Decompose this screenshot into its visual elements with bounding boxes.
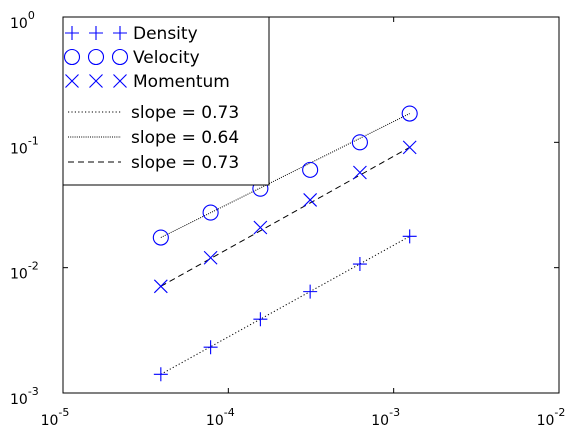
point-velocity-2 bbox=[202, 204, 219, 221]
legend-marker-velocity-1 bbox=[63, 48, 81, 66]
y-tick-label-1: 10-3 bbox=[10, 385, 39, 408]
legend-label-velocity: Velocity bbox=[133, 48, 200, 68]
y-tick-label-4: 100 bbox=[10, 9, 35, 32]
fit-lines bbox=[160, 113, 410, 375]
point-momentum-5 bbox=[353, 165, 367, 180]
legend-marker-velocity-3 bbox=[111, 48, 129, 66]
legend-label-momentum: Momentum bbox=[133, 72, 230, 92]
point-velocity-4 bbox=[302, 161, 319, 178]
x-tick-label-1: 10-5 bbox=[41, 406, 70, 429]
point-velocity-5 bbox=[351, 134, 368, 151]
point-density-3 bbox=[253, 312, 268, 327]
legend-marker-momentum-1 bbox=[65, 74, 79, 88]
point-momentum-3 bbox=[253, 220, 268, 235]
point-momentum-6 bbox=[402, 140, 417, 155]
legend-label-fit-momentum: slope = 0.73 bbox=[131, 153, 239, 173]
legend-box bbox=[62, 16, 270, 186]
legend-marker-momentum-2 bbox=[89, 74, 103, 88]
legend-marker-density-1 bbox=[65, 26, 79, 40]
x-tick-label-3: 10-3 bbox=[371, 406, 400, 429]
y-tick-label-3: 10-1 bbox=[10, 134, 39, 157]
point-momentum-1 bbox=[153, 279, 168, 294]
plot-frame bbox=[62, 16, 560, 394]
legend-marker-momentum-3 bbox=[113, 74, 127, 88]
x-tick-label-4: 10-2 bbox=[537, 406, 566, 429]
legend-label-fit-density: slope = 0.73 bbox=[131, 103, 239, 123]
data-markers bbox=[152, 105, 418, 382]
legend-label-density: Density bbox=[133, 24, 198, 44]
point-density-1 bbox=[153, 367, 168, 382]
point-density-6 bbox=[402, 229, 417, 244]
axis-ticks: 10-5 10-4 10-3 10-2 10-3 10-2 10-1 100 bbox=[10, 9, 565, 429]
legend: Density Velocity Momentum slope = 0.73 slope… bbox=[62, 16, 270, 186]
legend-marker-velocity-2 bbox=[87, 48, 105, 66]
point-velocity-6 bbox=[401, 105, 418, 122]
point-momentum-4 bbox=[303, 193, 318, 207]
x-tick-label-2: 10-4 bbox=[206, 406, 235, 429]
fit-line-density bbox=[160, 235, 410, 375]
legend-marker-density-2 bbox=[89, 26, 103, 40]
point-momentum-2 bbox=[203, 250, 218, 265]
y-tick-label-2: 10-2 bbox=[10, 260, 39, 283]
point-density-4 bbox=[303, 284, 318, 299]
legend-marker-density-3 bbox=[113, 26, 127, 40]
legend-label-fit-velocity: slope = 0.64 bbox=[131, 128, 239, 148]
point-density-5 bbox=[352, 257, 367, 272]
fit-line-momentum bbox=[160, 146, 410, 287]
fit-line-velocity bbox=[160, 113, 410, 238]
point-velocity-1 bbox=[152, 229, 169, 246]
point-density-2 bbox=[203, 340, 218, 355]
